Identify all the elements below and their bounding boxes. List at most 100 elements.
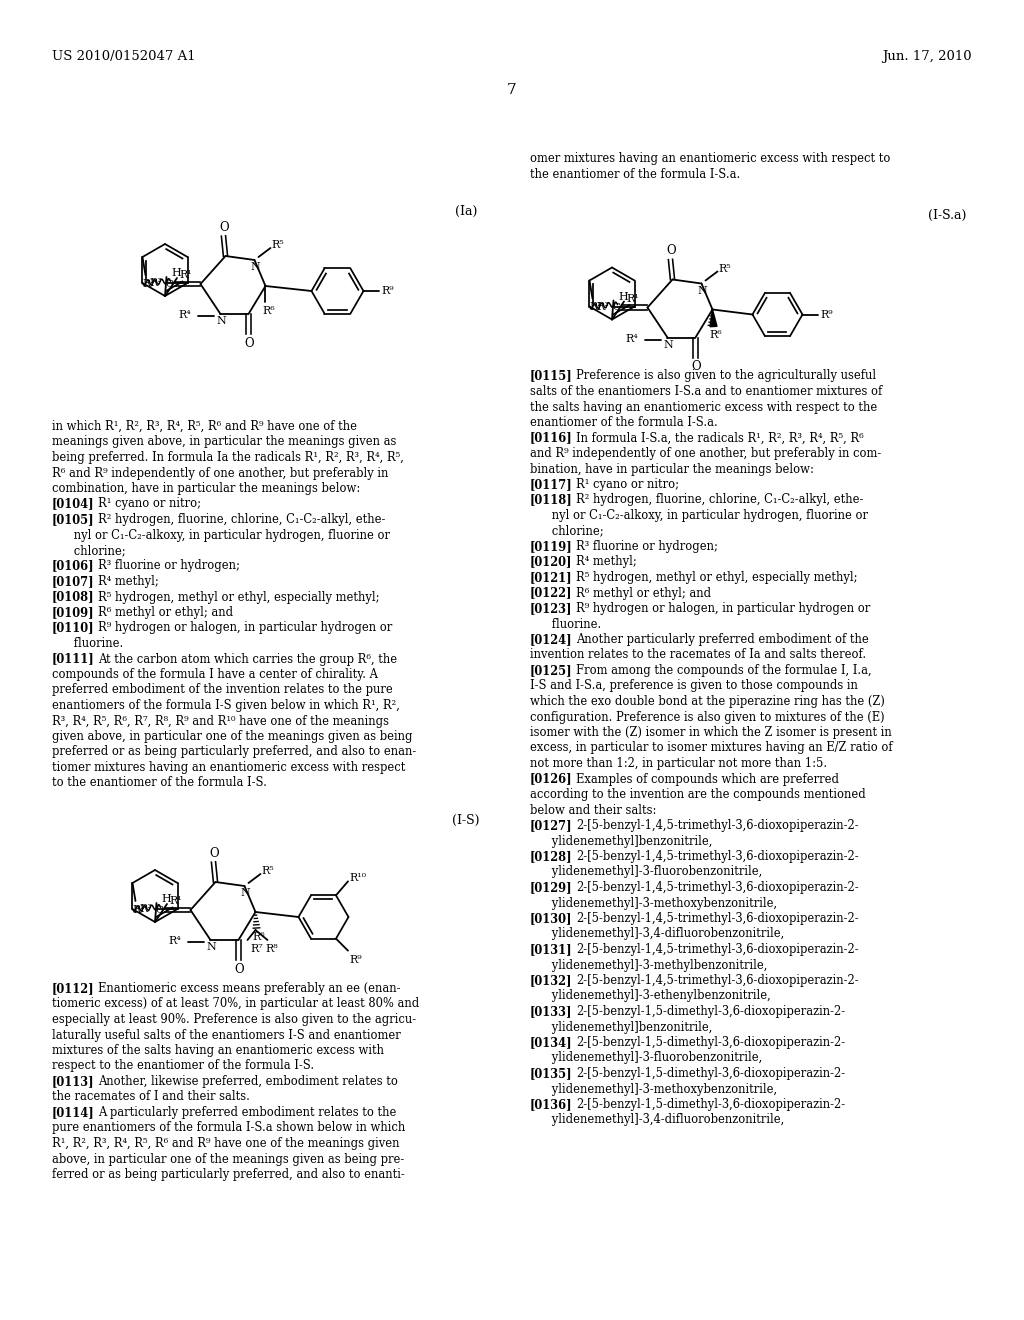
Text: the racemates of I and their salts.: the racemates of I and their salts. [52, 1090, 250, 1104]
Text: R³: R³ [139, 904, 153, 913]
Text: From among the compounds of the formulae I, I.a,: From among the compounds of the formulae… [575, 664, 871, 677]
Text: [0112]: [0112] [52, 982, 94, 995]
Polygon shape [710, 309, 717, 327]
Text: the salts having an enantiomeric excess with respect to the: the salts having an enantiomeric excess … [530, 400, 878, 413]
Text: ylidenemethyl]-3-methoxybenzonitrile,: ylidenemethyl]-3-methoxybenzonitrile, [530, 896, 777, 909]
Text: ylidenemethyl]-3-ethenylbenzonitrile,: ylidenemethyl]-3-ethenylbenzonitrile, [530, 990, 771, 1002]
Text: [0135]: [0135] [530, 1067, 572, 1080]
Text: H: H [171, 268, 181, 279]
Text: O: O [234, 964, 244, 975]
Text: [0120]: [0120] [530, 556, 572, 569]
Text: given above, in particular one of the meanings given as being: given above, in particular one of the me… [52, 730, 413, 743]
Text: chlorine;: chlorine; [52, 544, 126, 557]
Text: R⁴ methyl;: R⁴ methyl; [98, 576, 159, 587]
Text: R⁶ and R⁹ independently of one another, but preferably in: R⁶ and R⁹ independently of one another, … [52, 466, 388, 479]
Text: fluorine.: fluorine. [52, 638, 123, 649]
Text: R⁹: R⁹ [382, 286, 394, 296]
Text: R⁴: R⁴ [626, 334, 638, 343]
Text: isomer with the (Z) isomer in which the Z isomer is present in: isomer with the (Z) isomer in which the … [530, 726, 892, 739]
Text: [0123]: [0123] [530, 602, 572, 615]
Text: H: H [618, 292, 629, 301]
Text: which the exo double bond at the piperazine ring has the (Z): which the exo double bond at the piperaz… [530, 696, 885, 708]
Text: C: C [612, 304, 621, 313]
Text: respect to the enantiomer of the formula I-S.: respect to the enantiomer of the formula… [52, 1060, 314, 1072]
Text: [0129]: [0129] [530, 880, 572, 894]
Text: R² hydrogen, fluorine, chlorine, C₁-C₂-alkyl, ethe-: R² hydrogen, fluorine, chlorine, C₁-C₂-a… [98, 513, 385, 525]
Text: (I-S.a): (I-S.a) [928, 209, 967, 222]
Text: [0127]: [0127] [530, 818, 572, 832]
Text: C: C [166, 280, 173, 289]
Text: C: C [156, 906, 164, 915]
Text: Another, likewise preferred, embodiment relates to: Another, likewise preferred, embodiment … [98, 1074, 398, 1088]
Text: [0104]: [0104] [52, 498, 94, 511]
Text: [0108]: [0108] [52, 590, 94, 603]
Text: R¹: R¹ [179, 271, 191, 280]
Text: and R⁹ independently of one another, but preferably in com-: and R⁹ independently of one another, but… [530, 447, 882, 459]
Text: tiomeric excess) of at least 70%, in particular at least 80% and: tiomeric excess) of at least 70%, in par… [52, 998, 419, 1011]
Text: R³ fluorine or hydrogen;: R³ fluorine or hydrogen; [575, 540, 718, 553]
Text: nyl or C₁-C₂-alkoxy, in particular hydrogen, fluorine or: nyl or C₁-C₂-alkoxy, in particular hydro… [530, 510, 868, 521]
Text: 2-[5-benzyl-1,5-dimethyl-3,6-dioxopiperazin-2-: 2-[5-benzyl-1,5-dimethyl-3,6-dioxopipera… [575, 1005, 845, 1018]
Text: [0121]: [0121] [530, 572, 572, 583]
Text: below and their salts:: below and their salts: [530, 804, 656, 817]
Text: R⁹: R⁹ [820, 309, 834, 319]
Text: R⁶: R⁶ [253, 932, 265, 942]
Text: Enantiomeric excess means preferably an ee (enan-: Enantiomeric excess means preferably an … [98, 982, 400, 995]
Text: R¹: R¹ [626, 293, 639, 304]
Text: [0133]: [0133] [530, 1005, 572, 1018]
Text: R⁵: R⁵ [261, 866, 274, 876]
Text: according to the invention are the compounds mentioned: according to the invention are the compo… [530, 788, 865, 801]
Text: In formula I-S.a, the radicals R¹, R², R³, R⁴, R⁵, R⁶: In formula I-S.a, the radicals R¹, R², R… [575, 432, 864, 445]
Text: configuration. Preference is also given to mixtures of the (E): configuration. Preference is also given … [530, 710, 885, 723]
Text: R¹⁰: R¹⁰ [349, 874, 366, 883]
Text: O: O [245, 337, 254, 350]
Text: N: N [241, 888, 250, 898]
Text: R⁴: R⁴ [178, 310, 191, 319]
Text: Preference is also given to the agriculturally useful: Preference is also given to the agricult… [575, 370, 877, 383]
Text: R⁵ hydrogen, methyl or ethyl, especially methyl;: R⁵ hydrogen, methyl or ethyl, especially… [98, 590, 380, 603]
Text: R¹, R², R³, R⁴, R⁵, R⁶ and R⁹ have one of the meanings given: R¹, R², R³, R⁴, R⁵, R⁶ and R⁹ have one o… [52, 1137, 399, 1150]
Text: R¹ cyano or nitro;: R¹ cyano or nitro; [98, 498, 201, 511]
Text: being preferred. In formula Ia the radicals R¹, R², R³, R⁴, R⁵,: being preferred. In formula Ia the radic… [52, 451, 403, 465]
Text: 2-[5-benzyl-1,5-dimethyl-3,6-dioxopiperazin-2-: 2-[5-benzyl-1,5-dimethyl-3,6-dioxopipera… [575, 1036, 845, 1049]
Text: invention relates to the racemates of Ia and salts thereof.: invention relates to the racemates of Ia… [530, 648, 866, 661]
Text: N: N [207, 942, 216, 952]
Text: Another particularly preferred embodiment of the: Another particularly preferred embodimen… [575, 634, 868, 645]
Text: excess, in particular to isomer mixtures having an E/Z ratio of: excess, in particular to isomer mixtures… [530, 742, 893, 755]
Text: [0134]: [0134] [530, 1036, 572, 1049]
Text: O: O [210, 847, 219, 861]
Text: R²: R² [132, 906, 145, 915]
Text: US 2010/0152047 A1: US 2010/0152047 A1 [52, 50, 196, 63]
Text: R² hydrogen, fluorine, chlorine, C₁-C₂-alkyl, ethe-: R² hydrogen, fluorine, chlorine, C₁-C₂-a… [575, 494, 863, 507]
Text: to the enantiomer of the formula I-S.: to the enantiomer of the formula I-S. [52, 776, 267, 789]
Text: R⁶ methyl or ethyl; and: R⁶ methyl or ethyl; and [98, 606, 233, 619]
Text: R⁶: R⁶ [710, 330, 722, 339]
Text: R³ fluorine or hydrogen;: R³ fluorine or hydrogen; [98, 560, 240, 573]
Text: [0109]: [0109] [52, 606, 94, 619]
Text: ferred or as being particularly preferred, and also to enanti-: ferred or as being particularly preferre… [52, 1168, 404, 1181]
Text: [0111]: [0111] [52, 652, 95, 665]
Text: R⁵: R⁵ [719, 264, 731, 273]
Text: laturally useful salts of the enantiomers I-S and enantiomer: laturally useful salts of the enantiomer… [52, 1028, 400, 1041]
Text: 2-[5-benzyl-1,4,5-trimethyl-3,6-dioxopiperazin-2-: 2-[5-benzyl-1,4,5-trimethyl-3,6-dioxopip… [575, 912, 859, 925]
Text: N: N [251, 261, 260, 272]
Text: N: N [697, 285, 708, 296]
Text: R³: R³ [150, 279, 162, 288]
Text: ylidenemethyl]benzonitrile,: ylidenemethyl]benzonitrile, [530, 834, 713, 847]
Text: [0106]: [0106] [52, 560, 94, 573]
Text: in which R¹, R², R³, R⁴, R⁵, R⁶ and R⁹ have one of the: in which R¹, R², R³, R⁴, R⁵, R⁶ and R⁹ h… [52, 420, 357, 433]
Text: 2-[5-benzyl-1,4,5-trimethyl-3,6-dioxopiperazin-2-: 2-[5-benzyl-1,4,5-trimethyl-3,6-dioxopip… [575, 942, 859, 956]
Text: R⁷: R⁷ [251, 944, 263, 954]
Text: meanings given above, in particular the meanings given as: meanings given above, in particular the … [52, 436, 396, 449]
Text: R⁶: R⁶ [262, 306, 275, 315]
Text: above, in particular one of the meanings given as being pre-: above, in particular one of the meanings… [52, 1152, 404, 1166]
Text: [0136]: [0136] [530, 1098, 572, 1111]
Text: R⁴: R⁴ [169, 936, 181, 946]
Text: ylidenemethyl]-3-methoxybenzonitrile,: ylidenemethyl]-3-methoxybenzonitrile, [530, 1082, 777, 1096]
Text: [0122]: [0122] [530, 586, 572, 599]
Text: [0126]: [0126] [530, 772, 572, 785]
Text: 2-[5-benzyl-1,4,5-trimethyl-3,6-dioxopiperazin-2-: 2-[5-benzyl-1,4,5-trimethyl-3,6-dioxopip… [575, 974, 859, 987]
Text: R⁹ hydrogen or halogen, in particular hydrogen or: R⁹ hydrogen or halogen, in particular hy… [575, 602, 870, 615]
Text: preferred embodiment of the invention relates to the pure: preferred embodiment of the invention re… [52, 684, 393, 697]
Text: preferred or as being particularly preferred, and also to enan-: preferred or as being particularly prefe… [52, 746, 416, 759]
